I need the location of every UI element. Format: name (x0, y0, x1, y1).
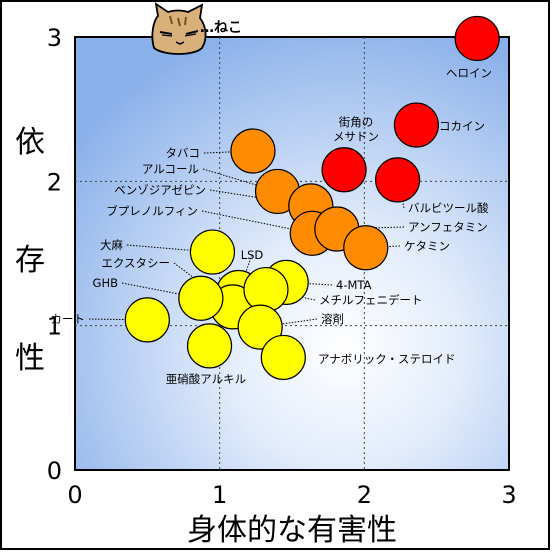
leader-line (202, 168, 278, 192)
point-label: 街角のメサドン (333, 115, 379, 144)
point-label: タバコ (166, 146, 201, 160)
data-bubble (375, 157, 421, 203)
leader-line (203, 150, 253, 154)
point-label: ヘロイン (446, 66, 492, 80)
data-bubble (189, 229, 236, 275)
point-label: 溶剤 (321, 312, 344, 326)
logo-text: …ねこ (200, 20, 242, 36)
tick-labels: 0 1 2 3 0 1 2 3 (47, 24, 517, 509)
data-bubble (230, 128, 276, 174)
x-tick-label: 2 (357, 481, 372, 509)
data-bubble (454, 15, 500, 62)
y-tick-label: 2 (47, 168, 62, 196)
point-label: LSD (241, 248, 264, 262)
point-label: カート (51, 312, 86, 326)
point-label: アンフェタミン (408, 220, 488, 234)
data-bubble (321, 147, 367, 193)
data-bubble (124, 297, 170, 343)
y-tick-label: 3 (47, 24, 62, 52)
point-label: ケタミン (404, 239, 450, 253)
cat-logo: …ねこ (151, 2, 242, 55)
point-label: GHB (93, 276, 119, 290)
data-bubble (186, 323, 233, 369)
data-bubble (343, 225, 389, 271)
point-label: コカイン (439, 119, 485, 133)
y-tick-label: 0 (47, 457, 62, 485)
point-label: バルビツール酸 (408, 201, 489, 215)
data-bubble (237, 304, 283, 350)
cat-head-icon (151, 2, 207, 55)
data-bubbles (124, 15, 500, 381)
x-axis-title: 身体的な有害性 (187, 513, 397, 548)
point-label: 大麻 (100, 238, 123, 252)
y-axis-title: 依 存 性 (15, 125, 45, 376)
plot-area (74, 36, 510, 471)
x-tick-label: 1 (212, 481, 227, 509)
y-axis-title-char-3: 性 (15, 341, 45, 376)
point-label: ブプレノルフィン (106, 204, 198, 218)
y-axis-title-char-2: 存 (15, 243, 45, 278)
y-axis-title-char-1: 依 (15, 125, 45, 160)
point-label: アルコール (142, 162, 199, 176)
point-label: メチルフェニデート (319, 293, 423, 307)
x-tick-label: 3 (501, 481, 516, 509)
y-tick-label: 1 (47, 313, 62, 341)
point-label: アナボリック・ステロイド (318, 352, 456, 366)
x-tick-label: 0 (67, 481, 82, 509)
leader-line (126, 244, 213, 253)
data-bubble (260, 334, 306, 381)
point-label: ベンゾジアゼピン (114, 183, 206, 197)
point-label: 亜硝酸アルキル (166, 372, 246, 386)
point-label: エクスタシー (101, 256, 170, 270)
data-bubble (178, 275, 224, 321)
point-label: 4-MTA (336, 278, 372, 292)
data-bubble (393, 102, 440, 148)
leader-line (260, 318, 318, 328)
